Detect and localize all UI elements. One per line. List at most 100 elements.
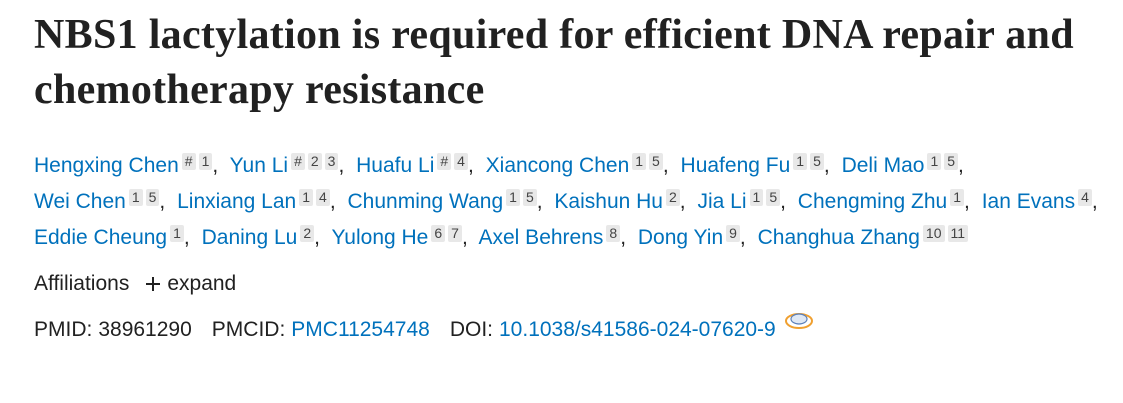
affiliation-ref[interactable]: 2 [300,225,315,242]
author-name[interactable]: Kaishun Hu [554,190,663,213]
affiliation-ref[interactable]: 6 [431,225,446,242]
author: Xiancong Chen 1 5, [485,153,675,177]
separator: , [662,154,669,177]
author-name[interactable]: Daning Lu [201,226,298,249]
affiliation-ref[interactable]: 1 [506,189,520,206]
affiliation-ref[interactable]: 4 [1078,189,1092,206]
id-label: PMCID: [211,318,286,341]
separator: , [780,190,786,213]
author: Yun Li #2 3, [229,153,351,177]
affiliation-ref[interactable]: 1 [632,153,647,170]
id-value[interactable]: 10.1038/s41586-024-07620-9 [499,318,776,341]
author-name[interactable]: Eddie Cheung [34,226,168,249]
author: Axel Behrens 8, [478,225,633,249]
affiliation-ref[interactable]: 3 [324,153,339,170]
author: Hengxing Chen #1, [34,153,224,177]
separator: , [329,190,336,213]
id-value[interactable]: PMC11254748 [291,318,430,341]
doi-icon[interactable] [784,310,814,332]
author: Ian Evans 4, [981,189,1104,213]
affiliation-ref[interactable]: # [181,153,196,170]
affiliations-label: Affiliations [34,272,130,295]
separator: , [679,190,686,213]
author-name[interactable]: Axel Behrens [478,226,604,249]
affiliation-ref[interactable]: 1 [749,189,764,206]
author-name[interactable]: Yulong He [331,226,429,249]
author: Kaishun Hu 2, [554,189,691,213]
author-name[interactable]: Huafeng Fu [680,154,791,177]
affiliation-ref[interactable]: 1 [128,189,143,206]
author-name[interactable]: Chengming Zhu [797,190,948,213]
author-name[interactable]: Xiancong Chen [485,154,630,177]
affiliation-ref[interactable]: 10 [922,225,945,242]
author-name[interactable]: Yun Li [229,154,289,177]
plus-icon[interactable] [145,276,161,292]
affiliation-ref[interactable]: 5 [810,153,824,170]
separator: , [314,226,320,249]
author-list: Hengxing Chen #1, Yun Li #2 3, Huafu Li #4, … [34,148,1109,256]
affiliation-ref[interactable]: 2 [666,189,680,206]
author-name[interactable]: Deli Mao [841,154,925,177]
affiliation-ref[interactable]: 2 [307,153,322,170]
author-name[interactable]: Chunming Wang [347,190,504,213]
author: Chunming Wang 1 5, [347,189,549,213]
affiliation-ref[interactable]: # [291,153,305,170]
author-name[interactable]: Jia Li [697,190,747,213]
author-name[interactable]: Ian Evans [981,190,1076,213]
author: Huafu Li #4, [356,153,480,177]
affiliation-ref[interactable]: 5 [766,189,781,206]
affiliation-ref[interactable]: 5 [944,153,959,170]
affiliation-ref[interactable]: 1 [950,189,965,206]
affiliation-ref[interactable]: 11 [947,225,969,242]
separator: , [159,190,166,213]
affiliation-ref[interactable]: 5 [145,189,160,206]
author-name[interactable]: Huafu Li [356,154,435,177]
affiliation-ref[interactable]: 1 [299,189,314,206]
author-name[interactable]: Dong Yin [637,226,724,249]
affiliation-ref[interactable]: 4 [454,153,468,170]
author: Linxiang Lan 1 4, [177,189,342,213]
article-title: NBS1 lactylation is required for efficie… [34,12,1074,113]
affiliation-ref[interactable]: 1 [927,153,942,170]
separator: , [467,154,474,177]
affiliation-ref[interactable]: 7 [448,225,462,242]
separator: , [958,154,964,177]
affiliation-ref[interactable]: # [437,153,452,170]
author-name[interactable]: Wei Chen [34,190,126,213]
separator: , [338,154,345,177]
author: Changhua Zhang 10 11 [757,225,969,249]
author-name[interactable]: Linxiang Lan [177,190,297,213]
affiliation-ref[interactable]: 8 [606,225,621,242]
separator: , [620,226,627,249]
separator: , [739,226,746,249]
identifiers: PMID: 38961290 PMCID: PMC11254748 DOI: 10.103… [34,310,1104,342]
affiliation-ref[interactable]: 1 [170,225,184,242]
separator: , [964,190,970,213]
separator: , [183,226,190,249]
affiliation-ref[interactable]: 4 [316,189,330,206]
separator: , [212,154,219,177]
affiliation-ref[interactable]: 1 [793,153,808,170]
author: Huafeng Fu 1 5, [680,153,836,177]
affiliation-ref[interactable]: 5 [649,153,663,170]
separator: , [536,190,543,213]
id-label: PMID: [34,318,93,341]
author: Eddie Cheung 1, [34,225,196,249]
id-value: 38961290 [98,318,192,341]
author-name[interactable]: Hengxing Chen [34,154,179,177]
author: Chengming Zhu 1, [797,189,976,213]
separator: , [1091,190,1098,213]
affiliation-ref[interactable]: 5 [522,189,537,206]
author: Deli Mao 1 5, [841,153,970,177]
separator: , [823,154,830,177]
author: Daning Lu 2, [201,225,326,249]
affiliation-ref[interactable]: 9 [726,225,740,242]
affiliation-ref[interactable]: 1 [198,153,213,170]
article-header: NBS1 lactylation is required for efficie… [34,8,1104,342]
author-name[interactable]: Changhua Zhang [757,226,920,249]
expand-button[interactable]: expand [167,272,237,295]
author: Yulong He 6 7, [331,225,473,249]
affiliations: Affiliations expand [34,272,1104,296]
author: Jia Li 1 5, [697,189,791,213]
